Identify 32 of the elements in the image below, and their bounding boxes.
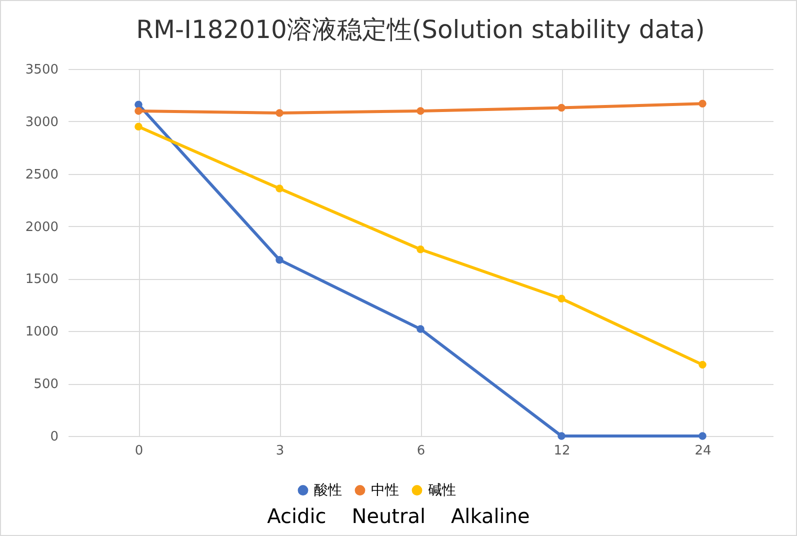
point: [558, 104, 566, 112]
y-tick-label: 2500: [25, 167, 58, 182]
point: [698, 100, 706, 108]
y-tick-label: 3000: [25, 114, 58, 130]
x-tick-label: 3: [276, 444, 284, 458]
legend-label: 酸性: [314, 482, 342, 498]
point: [558, 294, 566, 303]
point: [134, 107, 142, 115]
point: [134, 122, 142, 131]
legend-label: 碱性: [428, 482, 456, 498]
point: [276, 256, 284, 264]
text: Acidic Neutral Alkaline: [266, 504, 531, 528]
point: [276, 109, 284, 117]
y-tick-label: 2000: [25, 220, 58, 235]
point: [416, 107, 424, 115]
x-tick-label: 24: [694, 444, 712, 458]
chart-title: RM-I182010溶液稳定性(Solution stability data): [136, 15, 705, 44]
legend-label: 中性: [371, 482, 399, 498]
point: [698, 360, 706, 369]
y-tick-label: 1500: [25, 272, 58, 288]
x-tick-label: 6: [416, 444, 426, 458]
point: [698, 432, 706, 440]
point: [558, 432, 566, 440]
x-tick-label: 0: [134, 444, 144, 458]
y-tick-label: 1000: [25, 324, 58, 340]
point: [276, 184, 284, 192]
point: [416, 245, 424, 254]
y-tick-label: 500: [34, 377, 58, 392]
point: [416, 325, 424, 333]
y-tick-label: 3500: [25, 62, 58, 78]
x-tick-label: 12: [554, 444, 570, 458]
y-tick-label: 0: [50, 430, 58, 444]
